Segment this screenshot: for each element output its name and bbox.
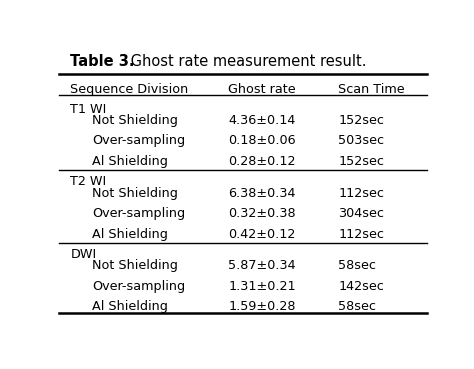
Text: T1 WI: T1 WI [70,103,107,115]
Text: 0.32±0.38: 0.32±0.38 [228,207,296,220]
Text: 152sec: 152sec [338,155,384,168]
Text: Not Shielding: Not Shielding [92,259,178,272]
Text: Al Shielding: Al Shielding [92,300,168,313]
Text: Table 3.: Table 3. [70,54,135,69]
Text: 0.42±0.12: 0.42±0.12 [228,228,296,241]
Text: 112sec: 112sec [338,187,384,200]
Text: Sequence Division: Sequence Division [70,83,189,96]
Text: Over-sampling: Over-sampling [92,207,185,220]
Text: 0.18±0.06: 0.18±0.06 [228,134,296,147]
Text: 58sec: 58sec [338,259,376,272]
Text: Not Shielding: Not Shielding [92,187,178,200]
Text: 503sec: 503sec [338,134,384,147]
Text: Al Shielding: Al Shielding [92,155,168,168]
Text: Ghost rate measurement result.: Ghost rate measurement result. [126,54,366,69]
Text: 58sec: 58sec [338,300,376,313]
Text: Al Shielding: Al Shielding [92,228,168,241]
Text: 142sec: 142sec [338,280,384,293]
Text: 112sec: 112sec [338,228,384,241]
Text: DWI: DWI [70,248,97,261]
Text: Scan Time: Scan Time [338,83,405,96]
Text: Ghost rate: Ghost rate [228,83,296,96]
Text: 1.59±0.28: 1.59±0.28 [228,300,296,313]
Text: 6.38±0.34: 6.38±0.34 [228,187,296,200]
Text: 0.28±0.12: 0.28±0.12 [228,155,296,168]
Text: Not Shielding: Not Shielding [92,114,178,127]
Text: Over-sampling: Over-sampling [92,280,185,293]
Text: T2 WI: T2 WI [70,175,107,188]
Text: Over-sampling: Over-sampling [92,134,185,147]
Text: 5.87±0.34: 5.87±0.34 [228,259,296,272]
Text: 1.31±0.21: 1.31±0.21 [228,280,296,293]
Text: 304sec: 304sec [338,207,384,220]
Text: 152sec: 152sec [338,114,384,127]
Text: 4.36±0.14: 4.36±0.14 [228,114,296,127]
